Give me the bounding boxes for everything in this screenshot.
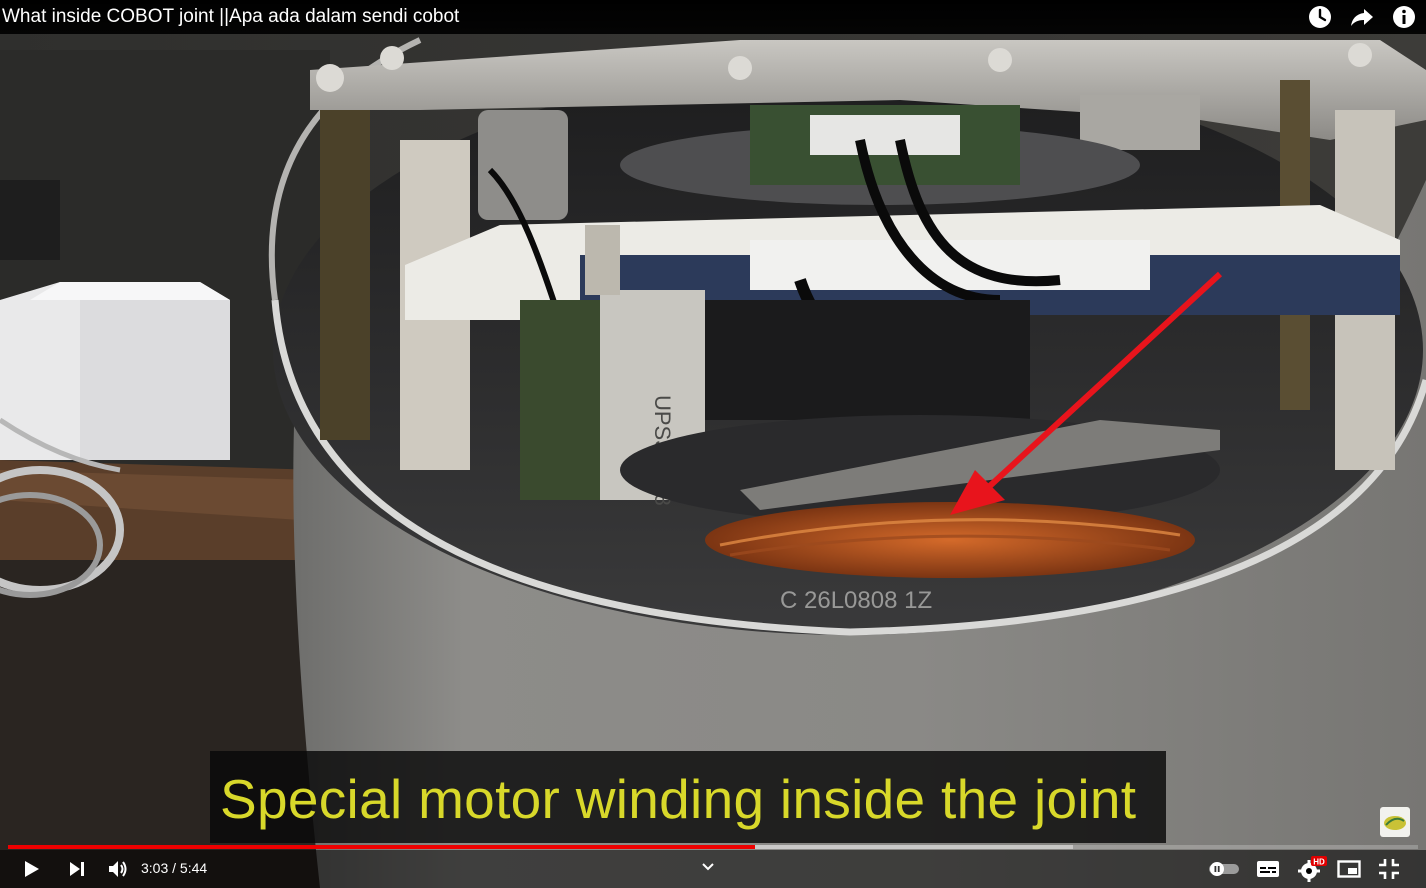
miniplayer-icon [1337,860,1361,878]
miniplayer-button[interactable] [1334,854,1364,884]
chevron-down-icon [702,863,714,871]
info-icon [1393,6,1415,28]
time-separator: / [168,860,180,876]
expand-chapters-button[interactable] [698,852,718,882]
info-button[interactable] [1390,3,1418,31]
autoplay-toggle-icon [1209,862,1239,876]
share-button[interactable] [1348,3,1376,31]
played-bar [8,845,756,849]
duration: 5:44 [179,860,208,876]
settings-button[interactable]: HD [1296,854,1328,884]
play-button[interactable] [16,854,46,884]
progress-bar[interactable] [8,845,1418,849]
title-bar: What inside COBOT joint ||Apa ada dalam … [0,0,1426,34]
time-display: 3:03 / 5:44 [141,860,207,877]
hd-badge: HD [1313,857,1325,866]
exit-fullscreen-icon [1379,859,1399,879]
top-actions [1306,3,1418,31]
channel-logo-icon [1384,816,1406,830]
video-title[interactable]: What inside COBOT joint ||Apa ada dalam … [2,6,460,27]
exit-fullscreen-button[interactable] [1374,854,1404,884]
volume-button[interactable] [104,854,132,884]
control-bar: 3:03 / 5:44 [0,850,1426,888]
share-icon [1351,9,1373,26]
hd-badge-bg [1311,856,1327,866]
current-time: 3:03 [141,860,169,876]
subtitles-button[interactable] [1254,854,1282,884]
caption-box: Special motor winding inside the joint [210,751,1166,843]
svg-text:C 26L0808 1Z: C 26L0808 1Z [780,587,932,614]
next-icon [70,862,84,876]
clock-icon [1309,6,1331,28]
channel-watermark[interactable] [1380,807,1410,837]
play-icon [25,861,39,877]
settings-icon: HD [1298,856,1327,882]
next-button[interactable] [62,854,92,884]
watch-later-button[interactable] [1306,3,1334,31]
caption-text: Special motor winding inside the joint [220,768,1137,830]
autoplay-toggle[interactable] [1206,854,1242,884]
subtitles-icon [1257,861,1279,877]
volume-icon [109,861,127,877]
